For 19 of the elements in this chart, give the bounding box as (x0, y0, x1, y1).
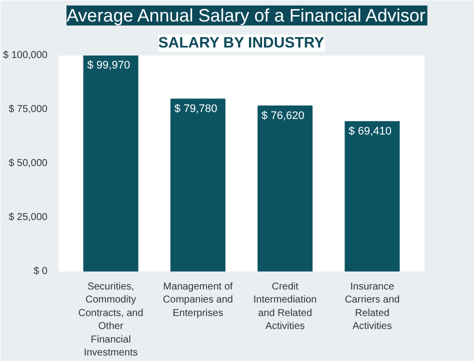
chart-subtitle: SALARY BY INDUSTRY (158, 34, 324, 52)
bar (258, 106, 313, 272)
data-label: $ 69,410 (348, 126, 392, 138)
bar (170, 98, 226, 272)
y-tick-label: $ 25,000 (8, 212, 48, 223)
data-label: $ 76,620 (262, 110, 304, 122)
y-tick-label: $ 50,000 (8, 158, 48, 169)
chart-title: Average Annual Salary of a Financial Advisor (66, 6, 426, 26)
y-tick-label: $ 100,000 (3, 50, 48, 61)
x-tick-label: Insurance Carriers and Related Activities (344, 282, 400, 332)
x-tick-label: Securities, Commodity Contracts, and Other Financial Investments (78, 282, 144, 358)
x-tick-label: Credit Intermediation and Related Activities (253, 282, 317, 332)
x-tick-label: Management of Companies and Enterprises (162, 282, 233, 319)
y-tick-label: $ 0 (34, 266, 48, 277)
data-label: $ 99,970 (87, 60, 130, 72)
bar (344, 121, 400, 272)
y-tick-label: $ 75,000 (8, 104, 48, 115)
data-label: $ 79,780 (174, 103, 218, 116)
bar (83, 56, 138, 272)
